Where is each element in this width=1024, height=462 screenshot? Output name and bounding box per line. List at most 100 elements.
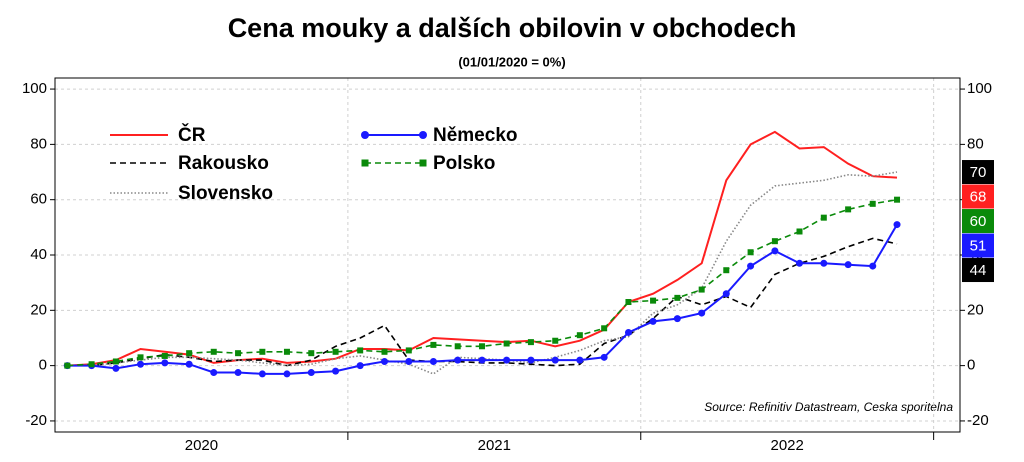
y-tick-label: 60 [30, 191, 47, 208]
point [64, 362, 71, 369]
point [649, 317, 657, 325]
point [307, 369, 315, 377]
point [796, 259, 804, 267]
end-label: 70 [970, 164, 987, 181]
legend-label: ČR [178, 124, 206, 146]
chart-title: Cena mouky a dalších obilovin v obchodec… [228, 13, 797, 43]
point [844, 261, 852, 269]
point [283, 370, 291, 378]
y2-tick-label: 20 [967, 301, 984, 318]
legend-label: Rakousko [178, 153, 269, 174]
point [210, 369, 218, 377]
y-tick-label: 0 [39, 357, 47, 374]
point [308, 350, 315, 357]
point [356, 362, 364, 370]
legend-marker [419, 131, 427, 139]
x-tick-label: 2022 [771, 437, 804, 454]
end-label-box [962, 184, 994, 209]
point [405, 357, 413, 365]
point [771, 238, 778, 245]
legend-item: Rakousko [110, 153, 269, 174]
legend-marker [361, 159, 369, 167]
point [625, 299, 632, 306]
legend-item: ČR [110, 124, 206, 146]
y-tick-label: 20 [30, 301, 47, 318]
point [527, 356, 535, 364]
point [235, 350, 242, 357]
y2-tick-label: 80 [967, 135, 984, 152]
end-label-box [962, 209, 994, 234]
point [503, 356, 511, 364]
point [210, 348, 217, 355]
point [357, 347, 364, 354]
series-line [67, 130, 898, 367]
y2-tick-label: 100 [967, 80, 992, 97]
chart-subtitle: (01/01/2020 = 0%) [458, 54, 565, 69]
point [674, 294, 681, 301]
point [845, 206, 852, 213]
point [430, 341, 437, 348]
legend-marker [361, 131, 369, 139]
legend-item: Slovensko [110, 183, 273, 204]
point [576, 356, 584, 364]
end-label: 51 [970, 238, 987, 255]
end-label: 68 [970, 189, 987, 206]
point [259, 348, 266, 355]
point [820, 214, 827, 221]
point [283, 348, 290, 355]
y2-tick-label: 0 [967, 357, 975, 374]
end-label: 60 [970, 213, 987, 230]
point [698, 309, 706, 317]
point [673, 315, 681, 323]
point [723, 267, 730, 274]
point [186, 350, 193, 357]
point [796, 228, 803, 235]
plot-frame [54, 77, 961, 433]
legend-item: Polsko [361, 153, 495, 174]
series-line [67, 198, 898, 367]
point [479, 343, 486, 350]
point [747, 262, 755, 270]
end-label-box [962, 160, 994, 185]
source-note: Source: Refinitiv Datastream, Ceska spor… [704, 400, 953, 414]
point [429, 357, 437, 365]
point [650, 297, 657, 304]
point [478, 356, 486, 364]
point [88, 361, 95, 368]
y-tick-label: 80 [30, 135, 47, 152]
legend-label: Polsko [433, 153, 495, 174]
point [112, 358, 119, 365]
y-tick-label: 40 [30, 246, 47, 263]
x-tick-label: 2020 [185, 437, 218, 454]
y-tick-label: -20 [25, 412, 47, 429]
point [137, 360, 145, 368]
point [551, 356, 559, 364]
point [576, 332, 583, 339]
point [747, 249, 754, 256]
point [893, 221, 901, 229]
legend-label: Německo [433, 125, 518, 146]
end-label: 44 [970, 262, 987, 279]
point [601, 325, 608, 332]
legend-item: Německo [361, 125, 518, 146]
end-label-box [962, 233, 994, 258]
x-tick-label: 2021 [478, 437, 511, 454]
legend-label: Slovensko [178, 183, 273, 204]
point [405, 347, 412, 354]
legend-marker [419, 159, 427, 167]
point [624, 328, 632, 336]
point [234, 369, 242, 377]
point [698, 286, 705, 293]
point [381, 348, 388, 355]
point [454, 356, 462, 364]
point [332, 348, 339, 355]
point [380, 357, 388, 365]
point [185, 360, 193, 368]
point [503, 340, 510, 347]
point [869, 262, 877, 270]
point [161, 352, 168, 359]
point [258, 370, 266, 378]
y2-tick-label: -20 [967, 412, 989, 429]
point [332, 367, 340, 375]
